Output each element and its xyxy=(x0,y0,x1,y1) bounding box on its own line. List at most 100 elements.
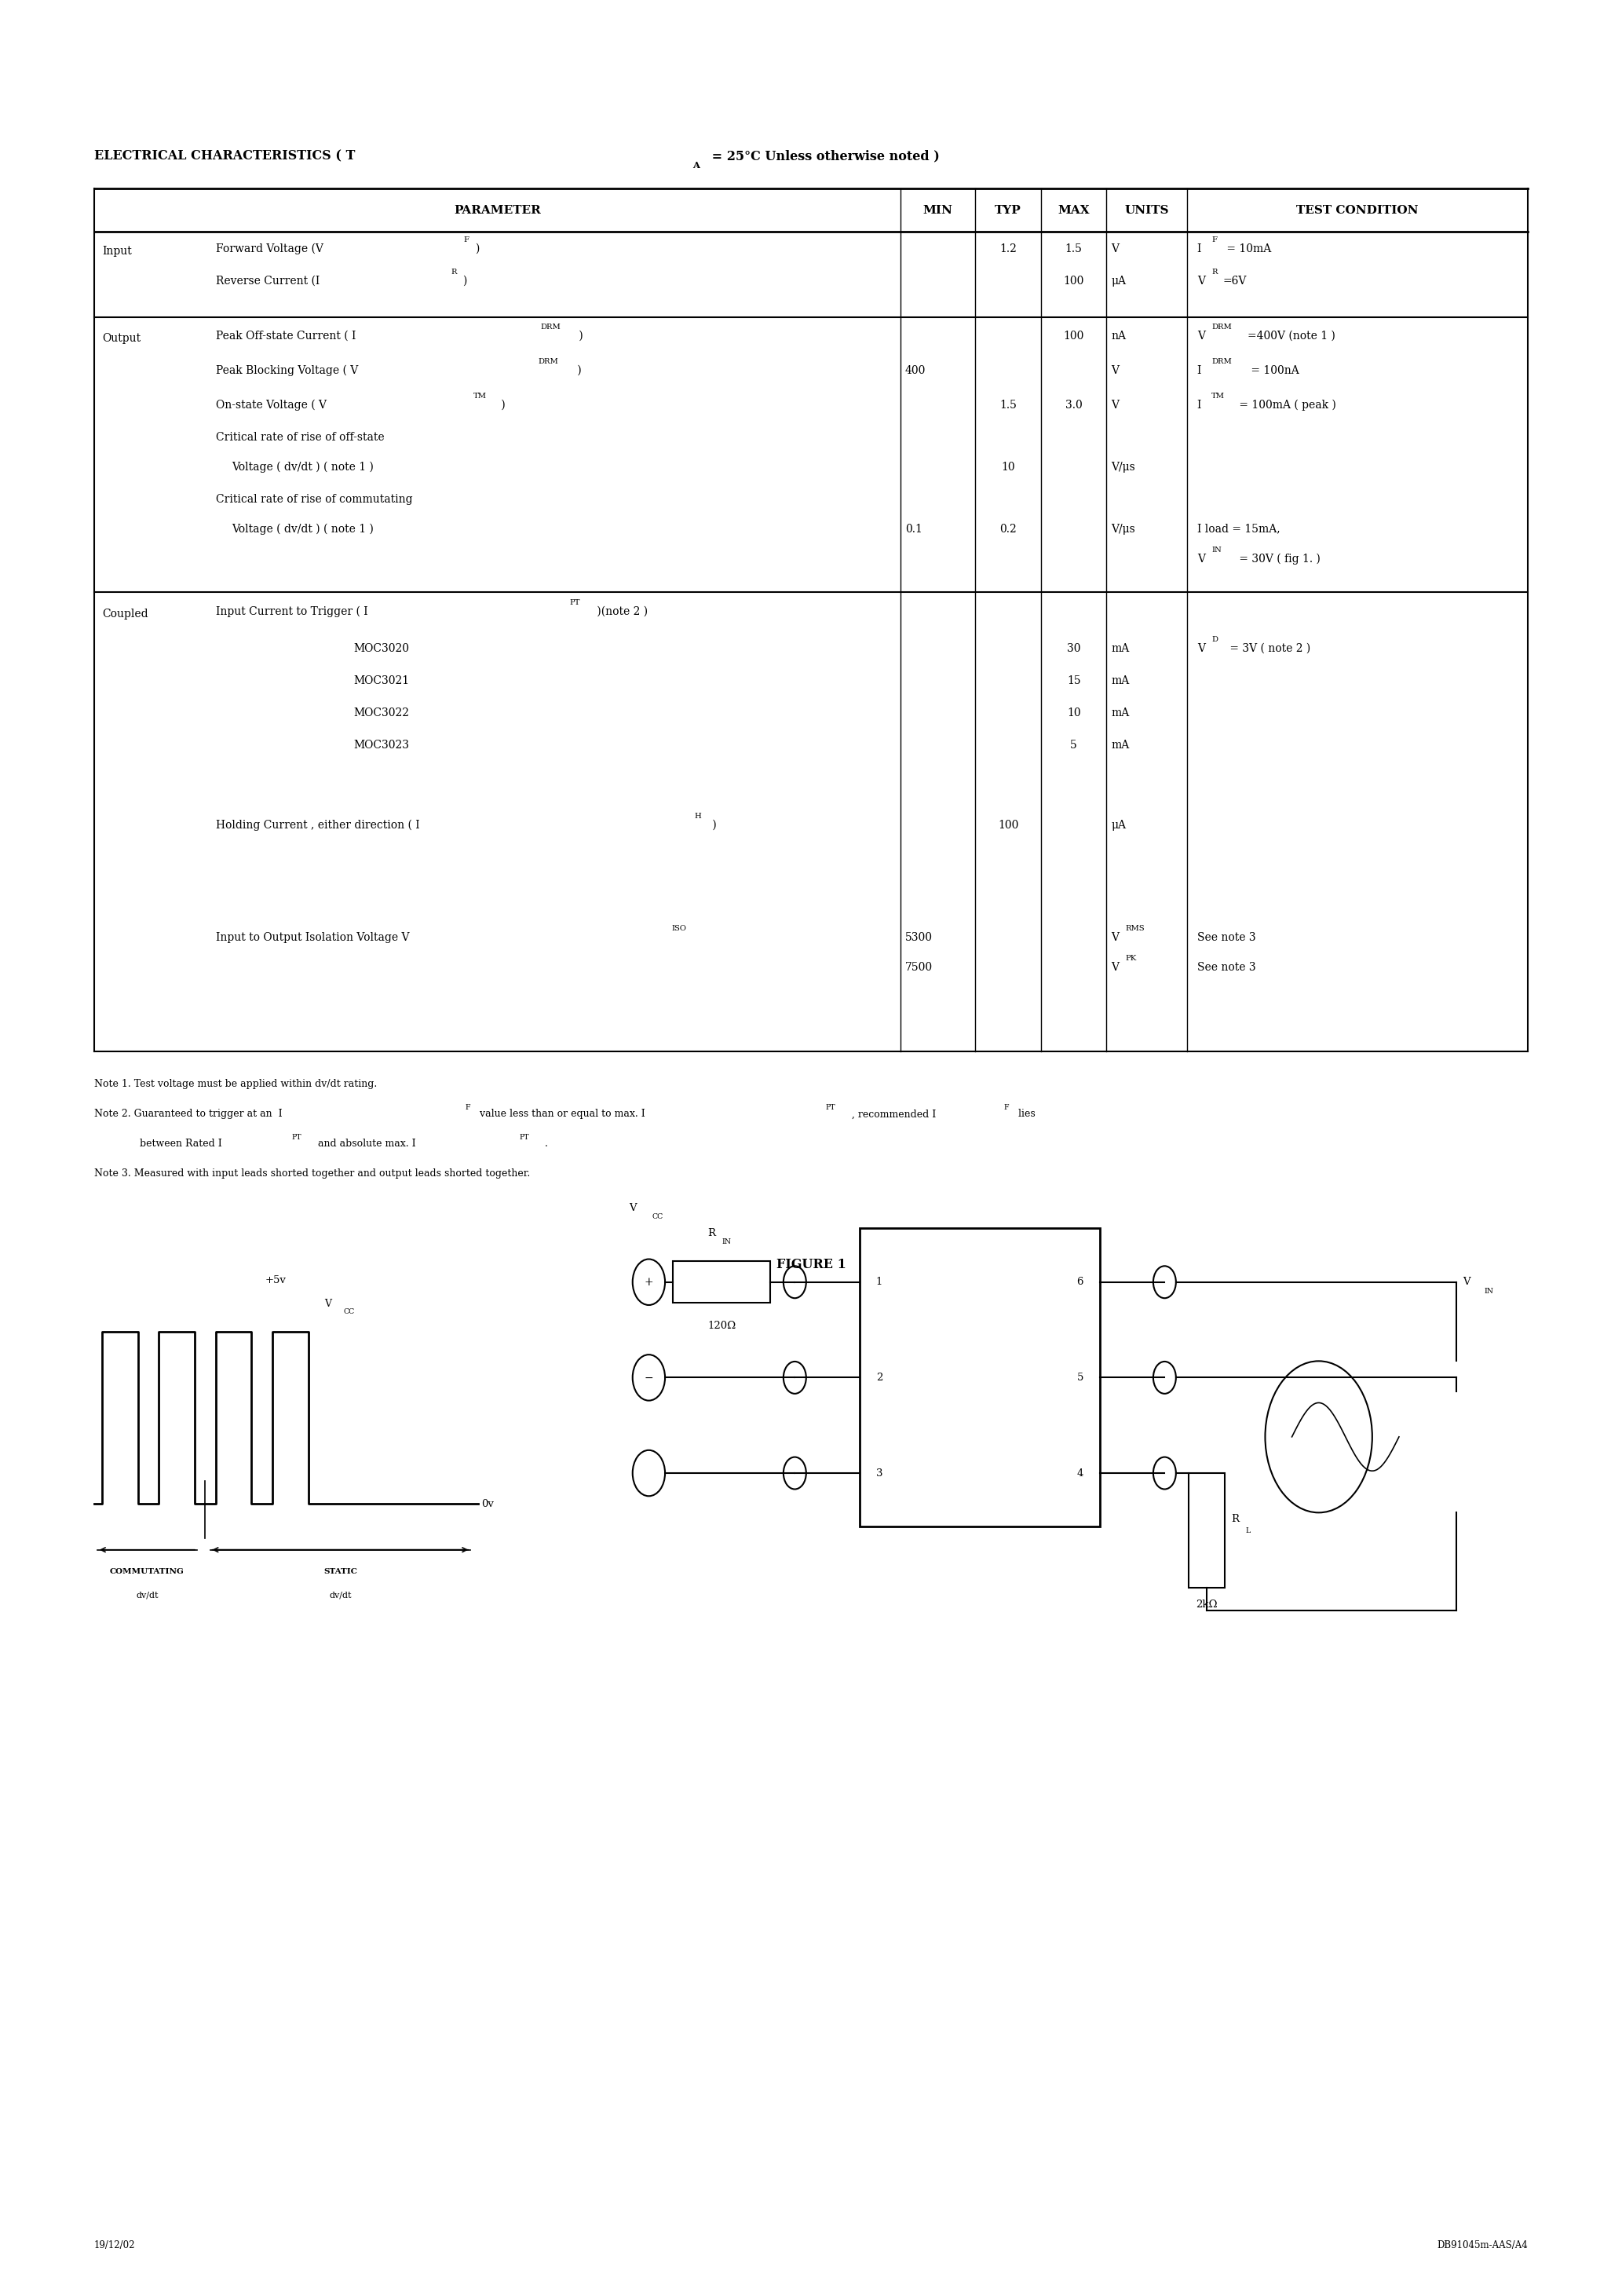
Text: V: V xyxy=(629,1203,637,1212)
Text: TM: TM xyxy=(474,393,487,400)
Text: IN: IN xyxy=(1212,546,1221,553)
Text: mA: mA xyxy=(1111,707,1129,719)
Text: MIN: MIN xyxy=(923,204,952,216)
Bar xyxy=(1189,1474,1225,1589)
Text: IN: IN xyxy=(722,1238,732,1244)
Text: 30: 30 xyxy=(1067,643,1080,654)
Text: Input to Output Isolation Voltage V: Input to Output Isolation Voltage V xyxy=(216,932,409,944)
Text: TEST CONDITION: TEST CONDITION xyxy=(1296,204,1419,216)
Text: V: V xyxy=(1111,962,1119,974)
Text: ): ) xyxy=(576,331,584,342)
Text: D: D xyxy=(1212,636,1218,643)
Text: 2kΩ: 2kΩ xyxy=(1195,1600,1218,1609)
Text: PT: PT xyxy=(519,1134,529,1141)
Text: DB91045m-AAS/A4: DB91045m-AAS/A4 xyxy=(1437,2241,1528,2250)
Text: value less than or equal to max. I: value less than or equal to max. I xyxy=(477,1109,646,1118)
Text: R: R xyxy=(707,1228,715,1238)
Text: DRM: DRM xyxy=(539,358,558,365)
Text: 100: 100 xyxy=(1064,331,1083,342)
Text: V: V xyxy=(1197,276,1205,287)
Text: .: . xyxy=(542,1139,548,1148)
Text: 4: 4 xyxy=(1077,1467,1083,1479)
Text: I: I xyxy=(1197,243,1202,255)
Text: V: V xyxy=(1197,331,1205,342)
Text: ISO: ISO xyxy=(672,925,686,932)
Text: dv/dt: dv/dt xyxy=(329,1591,352,1598)
Text: MOC3021: MOC3021 xyxy=(354,675,409,687)
Text: ): ) xyxy=(475,243,480,255)
Text: Note 3. Measured with input leads shorted together and output leads shorted toge: Note 3. Measured with input leads shorte… xyxy=(94,1169,530,1178)
Text: Critical rate of rise of off-state: Critical rate of rise of off-state xyxy=(216,432,384,443)
Text: UNITS: UNITS xyxy=(1124,204,1169,216)
Text: 6: 6 xyxy=(1077,1277,1083,1288)
Text: V/μs: V/μs xyxy=(1111,523,1135,535)
Text: , recommended I: , recommended I xyxy=(848,1109,936,1118)
Text: R: R xyxy=(1231,1513,1239,1525)
Text: −: − xyxy=(644,1373,654,1382)
Text: 0.1: 0.1 xyxy=(905,523,923,535)
Text: DRM: DRM xyxy=(1212,324,1231,331)
Text: 2: 2 xyxy=(876,1373,882,1382)
Text: 1.2: 1.2 xyxy=(999,243,1017,255)
Text: Peak Blocking Voltage ( V: Peak Blocking Voltage ( V xyxy=(216,365,358,377)
Text: lies: lies xyxy=(1015,1109,1035,1118)
Text: 7500: 7500 xyxy=(905,962,933,974)
Text: MOC3022: MOC3022 xyxy=(354,707,409,719)
Text: H: H xyxy=(694,813,701,820)
Text: V/μs: V/μs xyxy=(1111,461,1135,473)
Text: Note 1. Test voltage must be applied within dv/dt rating.: Note 1. Test voltage must be applied wit… xyxy=(94,1079,376,1088)
Text: V: V xyxy=(1197,553,1205,565)
Text: dv/dt: dv/dt xyxy=(136,1591,159,1598)
Text: ): ) xyxy=(462,276,467,287)
Text: 10: 10 xyxy=(1067,707,1080,719)
Text: = 25°C Unless otherwise noted ): = 25°C Unless otherwise noted ) xyxy=(707,149,939,163)
Text: 19/12/02: 19/12/02 xyxy=(94,2241,135,2250)
Text: = 30V ( fig 1. ): = 30V ( fig 1. ) xyxy=(1236,553,1320,565)
Text: See note 3: See note 3 xyxy=(1197,932,1255,944)
Text: mA: mA xyxy=(1111,739,1129,751)
Text: 10: 10 xyxy=(1001,461,1015,473)
Text: MAX: MAX xyxy=(1058,204,1090,216)
Text: 5300: 5300 xyxy=(905,932,933,944)
Text: PK: PK xyxy=(1126,955,1137,962)
Text: 5: 5 xyxy=(1077,1373,1083,1382)
Text: nA: nA xyxy=(1111,331,1126,342)
Text: 400: 400 xyxy=(905,365,926,377)
Text: I: I xyxy=(1197,400,1202,411)
Text: R: R xyxy=(451,269,457,276)
Text: F: F xyxy=(1212,236,1216,243)
Text: = 100nA: = 100nA xyxy=(1247,365,1299,377)
Text: V: V xyxy=(1111,932,1119,944)
Text: STATIC: STATIC xyxy=(323,1568,357,1575)
Text: A: A xyxy=(693,161,699,170)
Text: ): ) xyxy=(709,820,717,831)
Text: V: V xyxy=(324,1300,331,1309)
Text: ELECTRICAL CHARACTERISTICS ( T: ELECTRICAL CHARACTERISTICS ( T xyxy=(94,149,355,163)
Text: DRM: DRM xyxy=(1212,358,1231,365)
Text: IN: IN xyxy=(1484,1288,1494,1295)
Text: CC: CC xyxy=(344,1309,355,1316)
Text: 0.2: 0.2 xyxy=(999,523,1017,535)
Text: Peak Off-state Current ( I: Peak Off-state Current ( I xyxy=(216,331,355,342)
Text: CC: CC xyxy=(652,1212,663,1219)
Text: Holding Current , either direction ( I: Holding Current , either direction ( I xyxy=(216,820,420,831)
Text: Input: Input xyxy=(102,246,131,257)
Text: Forward Voltage (V: Forward Voltage (V xyxy=(216,243,323,255)
Text: On-state Voltage ( V: On-state Voltage ( V xyxy=(216,400,326,411)
Text: μA: μA xyxy=(1111,276,1126,287)
Text: +: + xyxy=(644,1277,654,1288)
Text: V: V xyxy=(1463,1277,1471,1288)
Text: Reverse Current (I: Reverse Current (I xyxy=(216,276,320,287)
Text: TM: TM xyxy=(1212,393,1225,400)
Text: I: I xyxy=(1197,365,1202,377)
Text: =400V (note 1 ): =400V (note 1 ) xyxy=(1247,331,1335,342)
Text: mA: mA xyxy=(1111,675,1129,687)
Text: = 3V ( note 2 ): = 3V ( note 2 ) xyxy=(1226,643,1311,654)
Text: mA: mA xyxy=(1111,643,1129,654)
Text: PT: PT xyxy=(292,1134,302,1141)
Text: I load = 15mA,: I load = 15mA, xyxy=(1197,523,1280,535)
Text: +5v: +5v xyxy=(264,1277,287,1286)
Text: between Rated I: between Rated I xyxy=(139,1139,222,1148)
Text: 3: 3 xyxy=(876,1467,882,1479)
Text: F: F xyxy=(464,236,469,243)
